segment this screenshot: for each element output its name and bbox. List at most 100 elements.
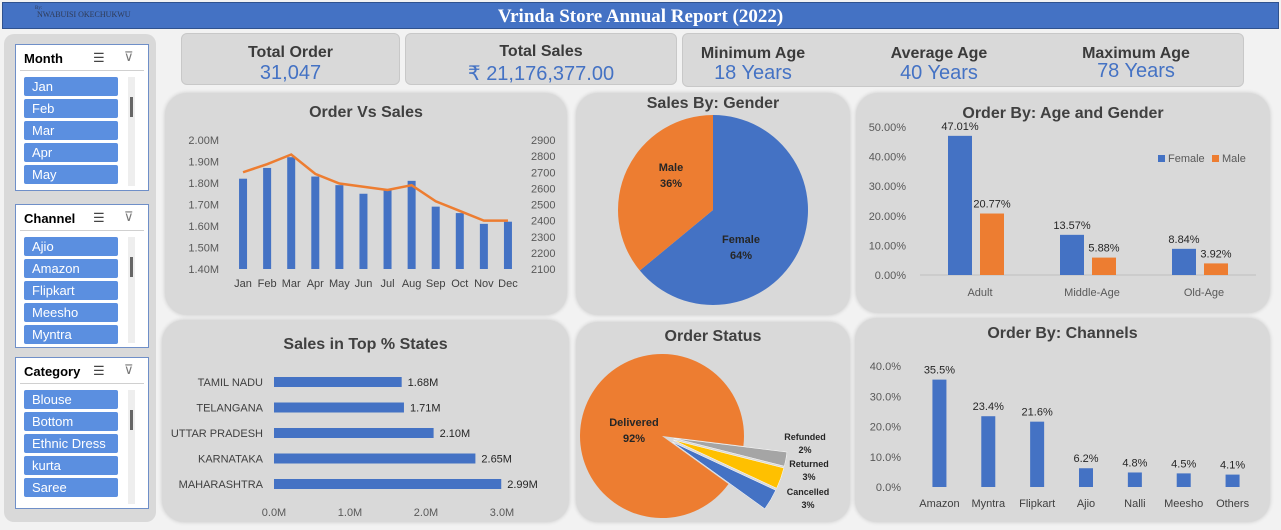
- sales-bar: [383, 189, 392, 269]
- sales-bar: [455, 213, 464, 269]
- credit-name: NWABUISI OKECHUKWU: [37, 10, 131, 19]
- slicer-scroll-track[interactable]: [128, 77, 135, 186]
- channel-axis-tick: 20.0%: [870, 422, 901, 434]
- min-age-value: 18 Years: [714, 62, 792, 84]
- sales-bar: [239, 178, 248, 269]
- sales-bar: [335, 185, 344, 269]
- slicer-item-apr[interactable]: Apr: [24, 143, 118, 162]
- slicer-item-feb[interactable]: Feb: [24, 99, 118, 118]
- order-status-panel: Order Status Delivered 92% Refunded 2% Retur…: [576, 322, 850, 522]
- sales-bar: [311, 176, 320, 269]
- slicer-item-may[interactable]: May: [24, 165, 118, 184]
- month-tick-label: Apr: [307, 278, 324, 290]
- left-axis-tick: 1.80M: [188, 178, 219, 190]
- age-axis-tick: 40.00%: [869, 152, 907, 164]
- sales-by-gender-chart: Female 64% Male 36%: [618, 115, 808, 305]
- status-percent: 3%: [802, 472, 815, 482]
- slicer-item-blouse[interactable]: Blouse: [24, 390, 118, 409]
- slicer-scroll-thumb[interactable]: [130, 97, 133, 117]
- month-tick-label: Jun: [355, 278, 373, 290]
- state-value-label: 2.99M: [507, 479, 538, 491]
- slicer-item-bottom[interactable]: Bottom: [24, 412, 118, 431]
- age-axis-tick: 30.00%: [869, 181, 907, 193]
- order-status-title: Order Status: [664, 328, 762, 345]
- legend-label-female: Female: [1168, 153, 1205, 165]
- orders-line: [242, 153, 508, 222]
- sales-by-gender-panel: Sales By: Gender Female 64% Male 36%: [576, 93, 850, 315]
- min-age-label: Minimum Age: [700, 45, 806, 62]
- age-gender-title: Order By: Age and Gender: [962, 105, 1164, 122]
- slicer-item-mar[interactable]: Mar: [24, 121, 118, 140]
- slicer-title: Month: [24, 51, 63, 66]
- right-axis-tick: 2800: [531, 151, 555, 163]
- month-tick-label: Dec: [498, 278, 518, 290]
- channel-bar: [932, 379, 947, 487]
- slicer-header: Month ☰ ⊽: [20, 45, 144, 71]
- sales-bar: [479, 223, 488, 269]
- month-tick-label: May: [329, 278, 350, 290]
- state-value-label: 1.68M: [408, 377, 439, 389]
- kpi-total-order: Total Order 31,047: [181, 33, 400, 85]
- slicer-scroll-thumb[interactable]: [130, 257, 133, 277]
- status-label: Returned: [789, 459, 829, 469]
- age-gender-chart: 0.00% 10.00% 20.00% 30.00% 40.00% 50.00% 47.01…: [869, 121, 1256, 299]
- state-label: MAHARASHTRA: [179, 479, 264, 491]
- status-label: Delivered: [609, 417, 659, 429]
- channels-chart: 0.0% 10.0% 20.0% 30.0% 40.0% 35.5% Amazon 23.4%…: [870, 361, 1250, 510]
- slicer-item-flipkart[interactable]: Flipkart: [24, 281, 118, 300]
- slicer-item-kurta[interactable]: kurta: [24, 456, 118, 475]
- slicer-item-ajio[interactable]: Ajio: [24, 237, 118, 256]
- age-category-label: Old-Age: [1184, 287, 1224, 299]
- credit-by: By:: [35, 6, 43, 11]
- sales-bar: [287, 157, 296, 269]
- multi-select-icon[interactable]: ☰: [93, 210, 105, 225]
- clear-filter-icon[interactable]: ⊽: [124, 49, 134, 64]
- channel-bar-label: 4.8%: [1122, 457, 1147, 469]
- age-axis-tick: 50.00%: [869, 122, 907, 134]
- sales-bar: [503, 221, 512, 269]
- channel-category-label: Nalli: [1124, 498, 1145, 510]
- gender-slice-female: [639, 115, 808, 305]
- slicer-item-meesho[interactable]: Meesho: [24, 303, 118, 322]
- state-axis-tick: 3.0M: [490, 507, 514, 519]
- slicer-scroll-thumb[interactable]: [130, 410, 133, 430]
- state-bar: [274, 428, 434, 438]
- slicer-item-ethnic-dress[interactable]: Ethnic Dress: [24, 434, 118, 453]
- right-axis-tick: 2100: [531, 264, 555, 276]
- age-bar-label: 5.88%: [1088, 243, 1119, 255]
- age-bar-male: [1092, 257, 1116, 275]
- month-tick-label: Mar: [282, 278, 301, 290]
- clear-filter-icon[interactable]: ⊽: [124, 209, 134, 224]
- clear-filter-icon[interactable]: ⊽: [124, 362, 134, 377]
- slicer-item-myntra[interactable]: Myntra: [24, 325, 118, 344]
- channel-category-label: Myntra: [971, 498, 1006, 510]
- state-value-label: 2.65M: [481, 454, 512, 466]
- channel-bar: [1030, 421, 1045, 487]
- gender-slice-percent: 64%: [730, 250, 752, 262]
- slicer-scroll-track[interactable]: [128, 390, 135, 504]
- right-axis-tick: 2300: [531, 232, 555, 244]
- age-bar-label: 3.92%: [1200, 248, 1231, 260]
- month-tick-label: Jan: [234, 278, 252, 290]
- channel-bar-label: 6.2%: [1073, 453, 1098, 465]
- channel-category-label: Meesho: [1164, 498, 1203, 510]
- age-axis-tick: 20.00%: [869, 211, 907, 223]
- month-tick-label: Oct: [451, 278, 468, 290]
- avg-age-label: Average Age: [890, 45, 988, 62]
- slicer-item-jan[interactable]: Jan: [24, 77, 118, 96]
- month-tick-label: Nov: [474, 278, 494, 290]
- slicer-item-amazon[interactable]: Amazon: [24, 259, 118, 278]
- state-bar: [274, 453, 476, 464]
- slicer-scroll-track[interactable]: [128, 237, 135, 343]
- legend-label-male: Male: [1222, 153, 1246, 165]
- month-tick-label: Sep: [426, 278, 446, 290]
- slicer-item-saree[interactable]: Saree: [24, 478, 118, 497]
- month-tick-label: Jul: [381, 278, 395, 290]
- multi-select-icon[interactable]: ☰: [93, 363, 105, 378]
- multi-select-icon[interactable]: ☰: [93, 50, 105, 65]
- age-bar-male: [1204, 263, 1228, 275]
- left-axis-tick: 1.90M: [188, 157, 219, 169]
- age-category-label: Adult: [967, 287, 992, 299]
- age-bar-label: 47.01%: [941, 121, 979, 133]
- top-states-panel: Sales in Top % States TAMIL NADU 1.68M TEL…: [162, 320, 569, 522]
